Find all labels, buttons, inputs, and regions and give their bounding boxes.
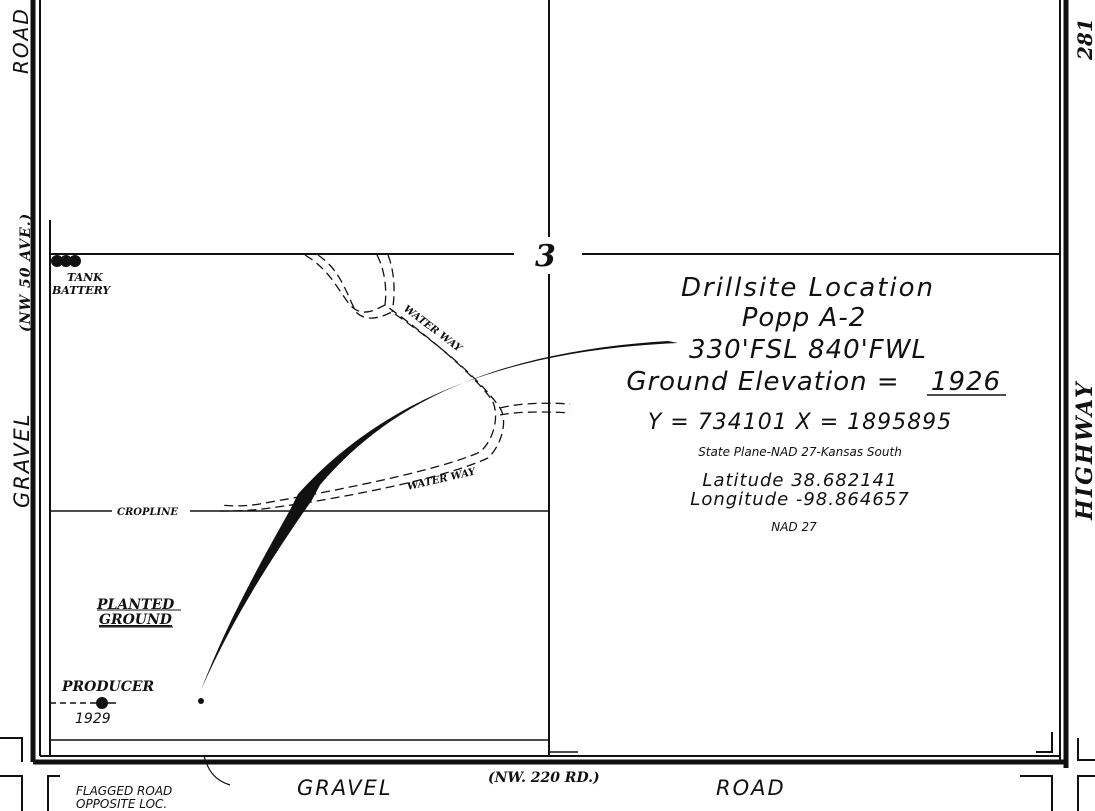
water-way-lower-label: WATER WAY — [406, 466, 477, 493]
planted-ground-label-2: GROUND — [99, 612, 173, 628]
flagged-road-leader — [203, 755, 231, 786]
water-way-upper-label: WATER WAY — [401, 304, 464, 355]
drillsite-coordinates: Y = 734101 X = 1895895 — [648, 410, 952, 435]
section-number: 3 — [535, 239, 556, 274]
west-road-alt-label: (NW 50 AVE.) — [18, 213, 34, 332]
drillsite-longitude: Longitude -98.864657 — [690, 489, 909, 510]
flagged-road-label-1: FLAGGED ROAD — [76, 784, 172, 798]
drillsite-point-icon — [198, 698, 204, 704]
west-road-bottom-label: GRAVEL — [10, 412, 34, 508]
producer-well-icon — [50, 697, 116, 709]
planted-ground-label-1: PLANTED — [96, 597, 175, 613]
drillsite-title: Drillsite Location — [681, 273, 935, 303]
south-road-left-label: GRAVEL — [297, 776, 393, 800]
water-way — [219, 254, 571, 512]
drillsite-info-block: Drillsite Location Popp A-2 330'FSL 840'… — [626, 273, 1006, 534]
south-road-alt-label: (NW. 220 RD.) — [488, 770, 600, 786]
tank-battery-label-1: TANK — [67, 271, 103, 284]
drillsite-projection: State Plane-NAD 27-Kansas South — [698, 445, 902, 459]
tank-battery-symbol — [51, 255, 81, 267]
drillsite-elevation-value: 1926 — [931, 367, 1001, 397]
drillsite-elevation-label: Ground Elevation = — [626, 367, 899, 397]
highway-label: HIGHWAY — [1072, 380, 1095, 521]
producer-elevation: 1929 — [75, 711, 111, 727]
producer-label: PRODUCER — [61, 679, 154, 695]
tank-battery-label-2: BATTERY — [51, 284, 111, 297]
south-road-right-label: ROAD — [716, 776, 786, 800]
drillsite-datum: NAD 27 — [771, 520, 817, 534]
flagged-road-label-2: OPPOSITE LOC. — [76, 797, 167, 811]
location-arrow — [201, 341, 678, 690]
drillsite-footage: 330'FSL 840'FWL — [689, 335, 927, 365]
west-road-top-label: ROAD — [9, 7, 33, 74]
drillsite-latitude: Latitude 38.682141 — [702, 470, 897, 491]
cropline-label: CROPLINE — [117, 507, 178, 518]
section-lines — [49, 0, 1060, 756]
drillsite-well-name: Popp A-2 — [742, 303, 867, 333]
highway-number-label: 281 — [1073, 18, 1095, 61]
